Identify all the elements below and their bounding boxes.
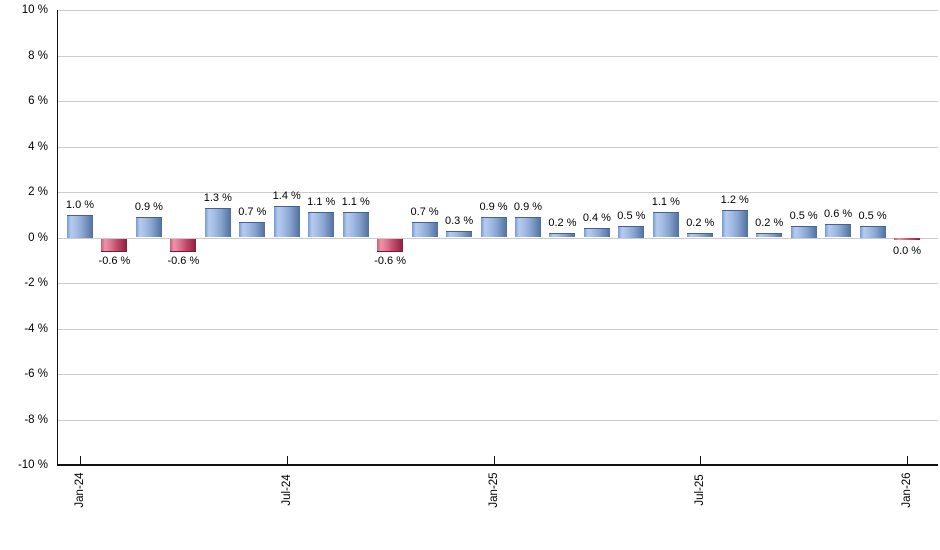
y-axis-tick-label: 4 % xyxy=(28,140,48,153)
bar-Jan-26 xyxy=(894,237,921,240)
bar-value-label: 0.5 % xyxy=(858,210,887,223)
x-axis-tick-label: Jan-24 xyxy=(74,472,86,508)
y-axis-tick-label: -10 % xyxy=(17,459,48,471)
bar-value-label: 1.4 % xyxy=(272,189,301,202)
bar-Oct-25 xyxy=(790,226,817,238)
bar-Jan-24 xyxy=(67,214,93,238)
y-axis-tick-label: 10 % xyxy=(21,4,48,16)
bar-May-24 xyxy=(204,207,231,238)
x-axis-tick-label: Jan-26 xyxy=(901,472,914,508)
bar-Mar-24 xyxy=(135,217,162,238)
bar-value-label: 0.7 % xyxy=(238,205,267,218)
y-gridline xyxy=(57,192,938,193)
bar-Jul-25 xyxy=(687,232,714,238)
bar-value-label: -0.6 % xyxy=(167,255,200,268)
y-axis-tick-label: -4 % xyxy=(24,322,48,335)
bar-value-label: 1.1 % xyxy=(341,196,370,209)
bar-value-label: 1.1 % xyxy=(307,196,336,209)
bar-value-label: 0.5 % xyxy=(617,210,646,223)
y-axis-line xyxy=(57,10,58,466)
bar-value-label: 0.2 % xyxy=(548,216,577,229)
bar-Jan-25 xyxy=(480,217,507,238)
bar-Jul-24 xyxy=(273,205,300,238)
y-axis-tick-label: 2 % xyxy=(28,186,48,198)
bar-value-label: 0.9 % xyxy=(479,201,508,214)
y-gridline xyxy=(57,10,938,11)
bar-value-label: -0.6 % xyxy=(374,255,407,268)
bar-Dec-25 xyxy=(859,226,886,238)
bar-Jun-24 xyxy=(239,221,266,238)
bar-Apr-25 xyxy=(583,228,610,238)
bar-value-label: 0.4 % xyxy=(582,212,611,225)
bar-value-label: 1.0 % xyxy=(65,198,95,211)
y-axis-tick-label: 0 % xyxy=(28,231,48,244)
y-gridline xyxy=(57,419,938,421)
y-gridline xyxy=(57,101,938,102)
bar-value-label: 0.5 % xyxy=(789,210,818,223)
bar-Feb-25 xyxy=(514,217,541,238)
x-axis-tick xyxy=(493,456,495,464)
bar-Sep-25 xyxy=(756,232,783,238)
bar-May-25 xyxy=(618,226,645,238)
bar-value-label: 1.1 % xyxy=(651,196,680,209)
y-axis-tick-label: -2 % xyxy=(24,277,48,289)
bar-Nov-25 xyxy=(825,223,852,238)
bar-Nov-24 xyxy=(411,221,438,238)
bar-value-label: 0.9 % xyxy=(134,201,163,214)
x-axis-tick xyxy=(907,456,909,464)
bar-value-label: 0.2 % xyxy=(755,216,784,229)
bar-Dec-24 xyxy=(446,230,473,238)
x-axis-tick xyxy=(286,456,288,464)
y-gridline xyxy=(57,283,938,284)
y-gridline xyxy=(57,328,938,330)
y-gridline xyxy=(57,374,938,375)
y-axis-tick-label: -8 % xyxy=(24,413,48,426)
bar-value-label: 0.7 % xyxy=(410,205,439,218)
x-axis-tick-label: Jan-25 xyxy=(487,472,500,508)
bar-Feb-24 xyxy=(101,238,128,253)
bar-Aug-25 xyxy=(721,210,748,238)
bar-Jun-25 xyxy=(652,212,679,238)
y-axis-tick-label: 8 % xyxy=(28,49,48,62)
bar-value-label: 0.3 % xyxy=(444,214,474,227)
bar-value-label: 1.2 % xyxy=(720,194,749,207)
bar-Oct-24 xyxy=(377,238,404,253)
bar-value-label: 0.9 % xyxy=(513,201,543,214)
x-axis-tick xyxy=(80,456,81,464)
bar-value-label: 0.2 % xyxy=(686,216,715,229)
bar-value-label: -0.6 % xyxy=(98,255,131,268)
x-axis-tick-label: Jul-25 xyxy=(694,474,707,506)
y-gridline xyxy=(57,146,938,148)
x-axis-line xyxy=(57,464,938,466)
y-gridline xyxy=(57,55,938,57)
y-axis-tick-label: -6 % xyxy=(24,368,48,380)
bar-Sep-24 xyxy=(342,212,369,238)
bar-Mar-25 xyxy=(549,232,576,238)
bar-Aug-24 xyxy=(308,212,335,238)
bar-value-label: 0.0 % xyxy=(892,244,922,257)
bar-Apr-24 xyxy=(170,238,197,253)
bar-value-label: 0.6 % xyxy=(824,207,853,220)
x-axis-tick-label: Jul-24 xyxy=(280,474,293,506)
bar-value-label: 1.3 % xyxy=(203,191,232,204)
y-axis-tick-label: 6 % xyxy=(28,95,48,107)
y-gridline xyxy=(57,237,938,239)
x-axis-tick xyxy=(700,456,702,464)
